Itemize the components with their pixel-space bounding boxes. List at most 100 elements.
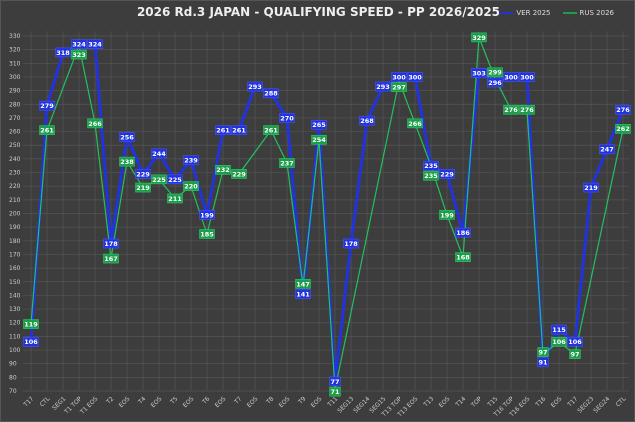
x-tick-label: T4 xyxy=(136,395,147,406)
legend-item-ver: VER 2025 xyxy=(499,9,551,17)
x-tick-label: T7 xyxy=(232,395,243,406)
data-label: 303 xyxy=(472,69,486,77)
data-label-bg xyxy=(295,289,311,299)
data-label: 266 xyxy=(88,120,102,128)
data-label: 186 xyxy=(456,229,470,237)
data-label: 147 xyxy=(296,280,310,288)
data-label: 297 xyxy=(392,83,406,91)
y-tick-label: 310 xyxy=(9,60,21,67)
data-label: 185 xyxy=(200,230,214,238)
data-label-bg xyxy=(295,279,311,289)
data-label: 225 xyxy=(168,176,182,184)
data-label: 300 xyxy=(408,73,422,81)
x-tick-label: EOS xyxy=(118,395,132,409)
x-tick-label: T17 xyxy=(22,395,36,409)
data-label: 168 xyxy=(456,254,470,262)
data-label: 106 xyxy=(568,338,582,346)
data-label: 288 xyxy=(264,90,278,98)
y-tick-label: 240 xyxy=(9,156,21,163)
data-label: 199 xyxy=(440,211,454,219)
data-label: 261 xyxy=(264,127,278,135)
data-label: 237 xyxy=(280,159,294,167)
y-tick-label: 260 xyxy=(9,129,21,136)
data-label: 261 xyxy=(40,127,54,135)
x-tick-label: EOS xyxy=(182,395,196,409)
x-tick-label: T2 xyxy=(104,395,115,406)
y-tick-label: 290 xyxy=(9,88,21,95)
data-label: 225 xyxy=(152,176,166,184)
y-tick-label: 90 xyxy=(9,361,17,368)
data-label: 106 xyxy=(552,338,566,346)
data-label-bg xyxy=(615,104,631,115)
y-tick-label: 210 xyxy=(9,197,21,204)
data-label-bg xyxy=(167,174,183,185)
data-label-bg xyxy=(135,169,151,179)
data-label: 119 xyxy=(24,320,38,328)
data-label-bg xyxy=(199,229,215,239)
data-label-bg xyxy=(343,238,359,249)
data-label-bg xyxy=(391,82,407,92)
data-label: 300 xyxy=(392,73,406,81)
data-label-bg xyxy=(231,125,247,136)
x-tick-label: T14 xyxy=(454,395,468,409)
data-label: 141 xyxy=(296,290,310,298)
data-label: 97 xyxy=(538,349,547,357)
data-label-bg xyxy=(615,124,631,134)
data-label-bg xyxy=(199,210,215,220)
data-label-bg xyxy=(583,182,599,193)
x-tick-label: T17 xyxy=(566,395,580,409)
y-tick-label: 330 xyxy=(9,33,21,40)
x-tick-label: EOS xyxy=(150,395,164,409)
data-label: 178 xyxy=(104,240,118,248)
data-label: 270 xyxy=(280,114,294,122)
y-tick-label: 250 xyxy=(9,142,21,149)
data-label-bg xyxy=(103,253,119,264)
x-tick-label: T6 xyxy=(200,395,211,406)
y-tick-label: 170 xyxy=(9,251,21,258)
data-label: 300 xyxy=(520,73,534,81)
x-tick-label: EOS xyxy=(214,395,228,409)
x-tick-label: T11 xyxy=(326,395,340,409)
data-label-bg xyxy=(407,118,423,129)
data-label-bg xyxy=(375,81,391,92)
data-label: 276 xyxy=(504,106,518,114)
data-label-bg xyxy=(247,81,263,92)
data-label: 262 xyxy=(616,125,630,133)
y-tick-label: 110 xyxy=(9,333,21,340)
data-label: 261 xyxy=(216,127,230,135)
x-tick-label: SEG24 xyxy=(592,395,611,414)
data-label: 199 xyxy=(200,211,214,219)
data-label-bg xyxy=(119,156,135,167)
data-label-bg xyxy=(423,160,439,171)
data-label: 300 xyxy=(504,73,518,81)
y-tick-label: 160 xyxy=(9,265,21,272)
data-label: 254 xyxy=(312,136,326,144)
data-label: 299 xyxy=(488,69,502,77)
data-label-bg xyxy=(23,337,39,347)
x-tick-label: T8 xyxy=(264,395,275,406)
legend: VER 2025 RUS 2026 xyxy=(499,9,614,17)
data-label: 279 xyxy=(40,102,54,110)
data-label: 329 xyxy=(472,34,486,42)
data-label-bg xyxy=(183,181,199,191)
legend-swatch xyxy=(499,12,514,14)
data-label-bg xyxy=(519,104,535,115)
x-tick-label: EOS xyxy=(550,395,564,409)
data-label-bg xyxy=(359,115,375,126)
data-label-bg xyxy=(537,347,549,357)
x-tick-label: EOS xyxy=(310,395,324,409)
data-label-bg xyxy=(311,119,327,130)
legend-label: RUS 2026 xyxy=(579,9,614,17)
x-tick-label: SEG14 xyxy=(352,395,371,414)
data-label: 239 xyxy=(184,157,198,165)
data-label-bg xyxy=(391,72,407,82)
data-label: 268 xyxy=(360,117,374,125)
data-label-bg xyxy=(279,113,295,123)
data-label-bg xyxy=(39,100,55,111)
data-label-bg xyxy=(23,319,39,329)
y-tick-label: 200 xyxy=(9,211,21,218)
data-label-bg xyxy=(103,238,119,249)
data-label: 178 xyxy=(344,240,358,248)
y-tick-label: 220 xyxy=(9,183,21,190)
